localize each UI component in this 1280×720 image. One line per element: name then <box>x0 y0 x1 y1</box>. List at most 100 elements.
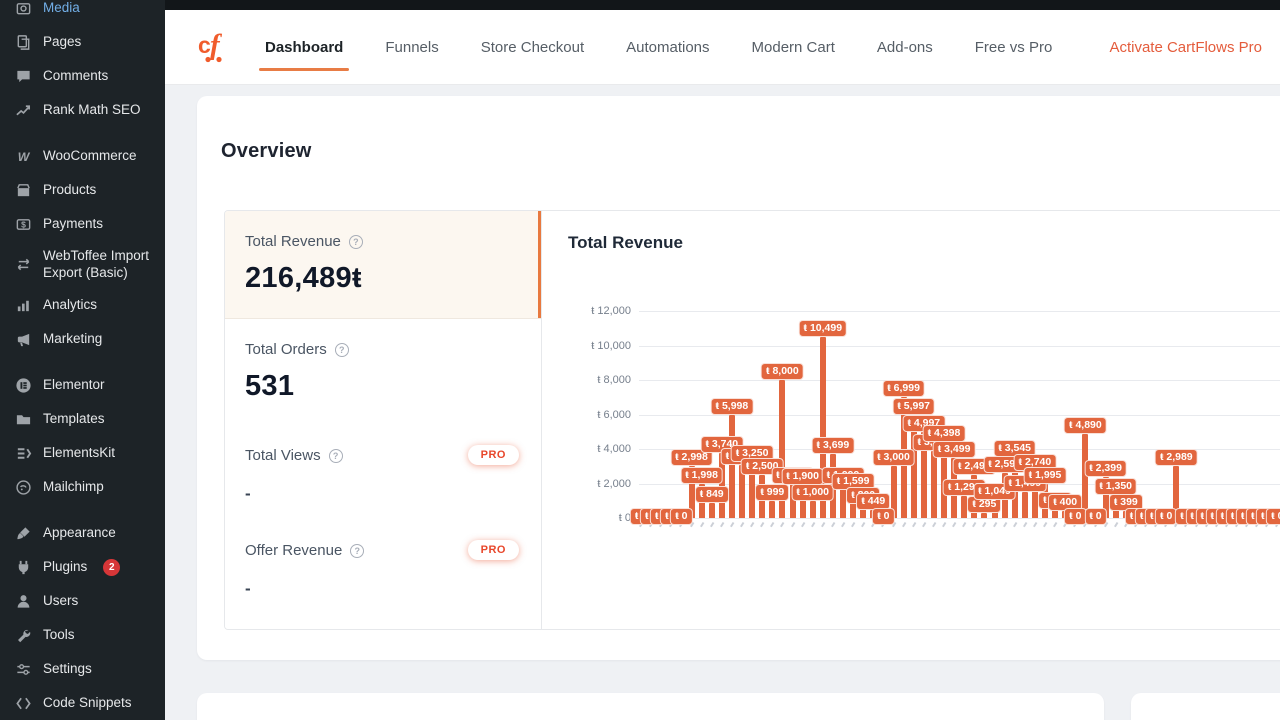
x-axis-tick <box>1113 521 1118 528</box>
sidebar-item-payments[interactable]: $ Payments <box>0 207 165 241</box>
sidebar-item-products[interactable]: Products <box>0 173 165 207</box>
y-axis-tick-label: ŧ 0 <box>618 512 631 524</box>
stat-label-text: Total Views <box>245 447 321 464</box>
stat-total-views[interactable]: Total Views? PRO - <box>225 425 541 520</box>
x-axis-tick <box>901 521 906 528</box>
help-icon[interactable]: ? <box>348 234 363 249</box>
x-axis-tick <box>800 521 805 528</box>
revenue-bar <box>779 380 786 518</box>
nav-tabs: Dashboard Funnels Store Checkout Automation… <box>259 38 1088 71</box>
tab-store-checkout[interactable]: Store Checkout <box>480 38 585 56</box>
seo-icon <box>14 101 32 119</box>
tab-automations[interactable]: Automations <box>626 38 710 56</box>
products-icon <box>14 181 32 199</box>
bar-value-pill: ŧ 3,545 <box>993 439 1037 457</box>
x-axis-tick <box>750 521 755 528</box>
sidebar-item-analytics[interactable]: Analytics <box>0 289 165 323</box>
revenue-bar <box>809 500 816 518</box>
bar-value-pill: ŧ 1,900 <box>781 468 824 486</box>
stat-label: Total Orders? <box>245 341 519 358</box>
pro-badge[interactable]: PRO <box>467 445 519 465</box>
media-icon <box>14 0 32 17</box>
revenue-bar <box>961 495 968 518</box>
revenue-bar <box>739 464 745 518</box>
tab-modern-cart[interactable]: Modern Cart <box>751 38 835 56</box>
comments-icon <box>14 67 32 85</box>
y-axis-tick-label: ŧ 2,000 <box>597 477 631 490</box>
sidebar-item-label: Products <box>43 181 97 197</box>
x-axis-tick <box>740 521 744 528</box>
bar-value-pill: ŧ 0 <box>670 508 693 525</box>
bar-value-pill: ŧ 1,499 <box>1003 475 1047 493</box>
x-axis-tick <box>1032 521 1037 528</box>
sidebar-item-label: Media <box>43 0 80 15</box>
pro-badge[interactable]: PRO <box>467 540 519 560</box>
bar-value-pill: ŧ 3,699 <box>811 437 855 455</box>
x-axis-tick <box>982 521 987 528</box>
revenue-chart: Total Revenue ŧ 12,000 ŧ 10,000 ŧ 8,000 ŧ 6… <box>542 211 1280 629</box>
page-title: Overview <box>221 140 312 162</box>
stats-column: Total Revenue? 216,489ŧ Total Orders? 531 To… <box>225 211 542 629</box>
activate-cartflows-pro-link[interactable]: Activate CartFlows Pro <box>1109 38 1262 56</box>
x-axis-tick <box>1022 521 1027 528</box>
bar-value-pill: ŧ 8,000 <box>761 363 804 380</box>
x-axis-tick <box>931 521 936 528</box>
revenue-bar <box>860 504 867 518</box>
svg-text:f: f <box>210 29 223 61</box>
revenue-bar <box>728 414 735 518</box>
sidebar-item-label: Pages <box>43 33 82 49</box>
sidebar-item-elementor[interactable]: Elementor <box>0 369 165 403</box>
sidebar-item-tools[interactable]: Tools <box>0 619 165 653</box>
sidebar-item-marketing[interactable]: Marketing <box>0 323 165 357</box>
sidebar-item-mailchimp[interactable]: Mailchimp <box>0 471 165 505</box>
tab-add-ons[interactable]: Add-ons <box>876 38 933 56</box>
tab-free-vs-pro[interactable]: Free vs Pro <box>974 38 1053 56</box>
x-axis-tick <box>1012 521 1017 528</box>
sidebar-item-settings[interactable]: Settings <box>0 653 165 687</box>
sidebar-item-pages[interactable]: Pages <box>0 25 165 59</box>
sidebar-item-elementskit[interactable]: ElementsKit <box>0 437 165 471</box>
sidebar-item-rank-math-seo[interactable]: Rank Math SEO <box>0 93 165 127</box>
revenue-bar <box>1052 509 1059 518</box>
sidebar-item-users[interactable]: Users <box>0 585 165 619</box>
stat-total-orders[interactable]: Total Orders? 531 <box>225 319 541 425</box>
gridline <box>639 311 1280 312</box>
sidebar-item-plugins[interactable]: Plugins 2 <box>0 551 165 585</box>
bar-value-pill: ŧ 0 <box>1084 508 1107 525</box>
help-icon[interactable]: ? <box>350 543 365 558</box>
tab-dashboard[interactable]: Dashboard <box>259 39 350 71</box>
x-axis-tick <box>942 521 946 528</box>
sidebar-item-code-snippets[interactable]: Code Snippets <box>0 687 165 720</box>
sidebar-item-label: Appearance <box>43 525 116 541</box>
sidebar-item-label: Code Snippets <box>43 695 132 711</box>
sidebar-item-templates[interactable]: Templates <box>0 403 165 437</box>
update-count-badge: 2 <box>103 559 121 577</box>
bar-value-pill: ŧ 3,000 <box>872 449 915 467</box>
stat-total-revenue[interactable]: Total Revenue? 216,489ŧ <box>225 211 541 319</box>
appearance-icon <box>14 525 32 543</box>
analytics-icon <box>14 297 32 315</box>
stat-label-text: Offer Revenue <box>245 542 343 559</box>
stat-offer-revenue[interactable]: Offer Revenue? PRO - <box>225 520 541 629</box>
sidebar-item-comments[interactable]: Comments <box>0 59 165 93</box>
overview-card: Overview Total Revenue? 216,489ŧ Total Ord… <box>197 96 1280 660</box>
x-axis-tick <box>1043 521 1047 528</box>
sidebar-item-webtoffee-import-export-basic[interactable]: WebToffee Import Export (Basic) <box>0 241 165 289</box>
sidebar-item-label: Analytics <box>43 297 98 313</box>
x-axis-tick <box>719 521 724 528</box>
cartflows-logo-icon[interactable]: c f <box>197 28 235 66</box>
x-axis-tick <box>729 521 734 528</box>
sidebar-item-label: WebToffee Import Export (Basic) <box>43 248 150 280</box>
bar-value-pill: ŧ 0 <box>1064 508 1087 525</box>
tab-funnels[interactable]: Funnels <box>385 38 439 56</box>
sidebar-item-woocommerce[interactable]: W WooCommerce <box>0 139 165 173</box>
revenue-bar <box>1173 466 1180 518</box>
users-icon <box>14 593 32 611</box>
payments-icon: $ <box>14 215 32 233</box>
sidebar-item-appearance[interactable]: Appearance <box>0 517 165 551</box>
overview-panel: Total Revenue? 216,489ŧ Total Orders? 531 To… <box>224 210 1280 630</box>
help-icon[interactable]: ? <box>334 342 349 357</box>
help-icon[interactable]: ? <box>328 448 343 463</box>
dashboard-content: Overview Total Revenue? 216,489ŧ Total Ord… <box>165 85 1280 720</box>
sidebar-item-media[interactable]: Media <box>0 0 165 25</box>
